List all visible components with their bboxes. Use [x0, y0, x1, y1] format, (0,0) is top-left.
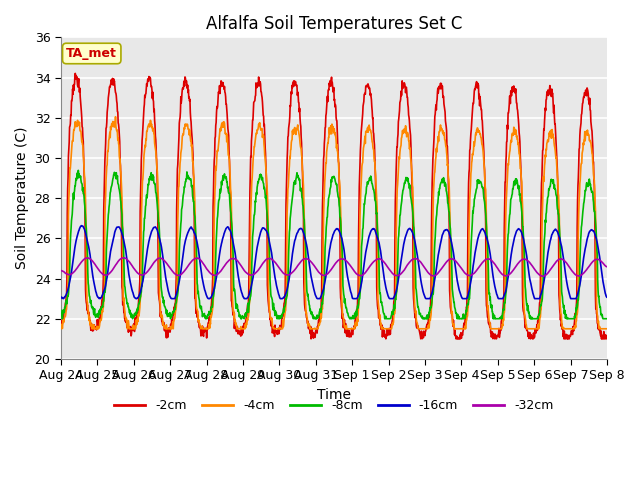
-32cm [539, 273, 547, 279]
-8cm [179, 193, 187, 199]
Line: -16cm: -16cm [61, 226, 607, 299]
-4cm [57, 326, 65, 332]
-8cm [166, 310, 173, 315]
-8cm [58, 316, 66, 322]
-32cm [57, 268, 65, 274]
-16cm [420, 290, 428, 296]
Line: -4cm: -4cm [61, 117, 607, 329]
-2cm [307, 336, 315, 342]
Line: -32cm: -32cm [61, 258, 607, 276]
-2cm [491, 336, 499, 342]
-16cm [60, 296, 67, 301]
Y-axis label: Soil Temperature (C): Soil Temperature (C) [15, 127, 29, 269]
X-axis label: Time: Time [317, 388, 351, 402]
-16cm [166, 293, 173, 299]
Title: Alfalfa Soil Temperatures Set C: Alfalfa Soil Temperatures Set C [206, 15, 462, 33]
-2cm [179, 85, 187, 91]
-16cm [179, 252, 187, 257]
-4cm [166, 326, 173, 332]
-2cm [420, 335, 428, 340]
-2cm [539, 147, 547, 153]
-32cm [166, 264, 173, 270]
Line: -2cm: -2cm [61, 73, 607, 339]
-2cm [166, 325, 173, 331]
Text: TA_met: TA_met [67, 47, 117, 60]
-32cm [539, 273, 547, 279]
-8cm [420, 316, 428, 322]
-4cm [240, 326, 248, 332]
-32cm [179, 270, 187, 276]
-8cm [57, 308, 65, 313]
-4cm [491, 326, 499, 332]
-8cm [74, 168, 82, 173]
-8cm [241, 316, 248, 322]
-4cm [179, 132, 187, 138]
-2cm [57, 318, 65, 324]
-8cm [491, 316, 499, 322]
-4cm [419, 326, 427, 332]
-32cm [491, 261, 499, 266]
-16cm [539, 284, 547, 289]
-4cm [111, 114, 119, 120]
-2cm [240, 325, 248, 331]
-8cm [604, 316, 611, 322]
-32cm [419, 263, 427, 268]
-4cm [604, 326, 611, 332]
-4cm [539, 201, 547, 207]
-8cm [539, 284, 547, 289]
-32cm [120, 255, 128, 261]
-2cm [72, 71, 79, 76]
-16cm [604, 294, 611, 300]
-2cm [604, 336, 611, 342]
-16cm [491, 284, 499, 289]
-16cm [241, 296, 248, 301]
Line: -8cm: -8cm [61, 170, 607, 319]
-32cm [240, 267, 248, 273]
-16cm [57, 295, 65, 301]
-32cm [604, 264, 611, 270]
Legend: -2cm, -4cm, -8cm, -16cm, -32cm: -2cm, -4cm, -8cm, -16cm, -32cm [109, 394, 559, 417]
-16cm [77, 223, 85, 228]
